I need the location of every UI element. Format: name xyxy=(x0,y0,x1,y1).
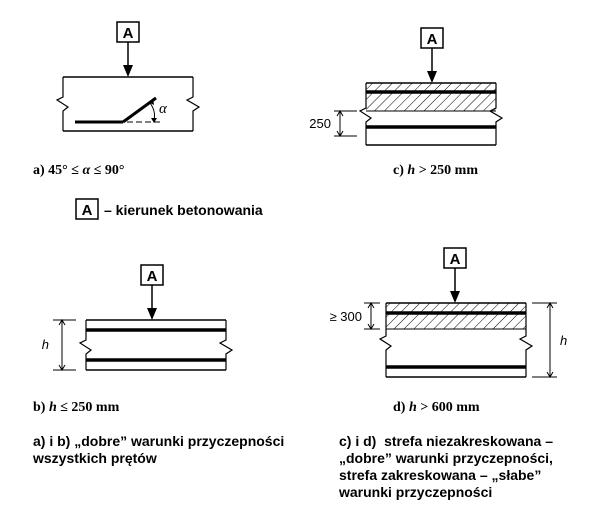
svg-text:A: A xyxy=(123,25,134,42)
member-outline-d xyxy=(378,302,534,378)
rebars-b xyxy=(86,328,226,362)
angle-alpha-label: α xyxy=(159,101,168,117)
caption-a: a) 45° ≤ α ≤ 90° xyxy=(33,163,125,178)
hatched-weak-zone-c xyxy=(366,83,496,111)
inclined-bar-a: α xyxy=(75,96,168,124)
panel-a: A α a) 45° ≤ α ≤ 90° xyxy=(33,21,201,178)
note-right-line: strefa zakreskowana – „słabe” xyxy=(339,467,542,483)
note-left-line: wszystkich prętów xyxy=(33,450,157,466)
legend-text: – kierunek betonowania xyxy=(104,202,263,218)
note-right: c) i d) strefa niezakreskowana – „dobre”… xyxy=(339,433,553,501)
svg-text:≥ 300: ≥ 300 xyxy=(330,309,362,324)
legend: A – kierunek betonowania xyxy=(75,198,263,220)
dimension-250-c: 250 xyxy=(309,110,357,137)
panel-c: A 250 c) h > 250 mm xyxy=(309,27,504,178)
note-left: a) i b) „dobre” warunki przyczepności ws… xyxy=(33,433,284,467)
panel-d: A ≥ 300 xyxy=(330,247,567,415)
svg-text:h: h xyxy=(560,333,567,348)
member-outline-b xyxy=(78,319,234,371)
svg-text:A: A xyxy=(427,31,438,48)
note-right-line: c) i d) strefa niezakreskowana – xyxy=(339,433,553,449)
pour-direction-marker-c: A xyxy=(420,27,444,83)
note-right-line: „dobre” warunki przyczepności, xyxy=(339,450,553,466)
member-outline-a xyxy=(55,76,201,132)
rebars-d xyxy=(386,311,526,369)
caption-b: b) h ≤ 250 mm xyxy=(33,400,120,415)
dimension-h-b: h xyxy=(42,319,76,371)
panel-b: A h b) h ≤ 250 mm xyxy=(33,264,234,415)
pour-direction-marker-a: A xyxy=(116,21,140,77)
rebars-c xyxy=(366,90,496,129)
dimension-300-d: ≥ 300 xyxy=(330,302,380,330)
svg-text:h: h xyxy=(42,337,49,352)
pour-direction-marker-b: A xyxy=(140,264,164,320)
svg-text:250: 250 xyxy=(309,116,331,131)
hatched-weak-zone-d xyxy=(386,303,526,329)
svg-text:A: A xyxy=(450,251,461,268)
caption-d: d) h > 600 mm xyxy=(393,400,480,415)
svg-text:A: A xyxy=(147,268,158,285)
note-left-line: a) i b) „dobre” warunki przyczepności xyxy=(33,433,285,449)
svg-text:A: A xyxy=(82,202,93,219)
caption-c: c) h > 250 mm xyxy=(393,163,478,178)
note-right-line: warunki przyczepności xyxy=(339,484,493,500)
pour-direction-marker-d: A xyxy=(443,247,467,303)
dimension-h-d: h xyxy=(532,302,567,378)
